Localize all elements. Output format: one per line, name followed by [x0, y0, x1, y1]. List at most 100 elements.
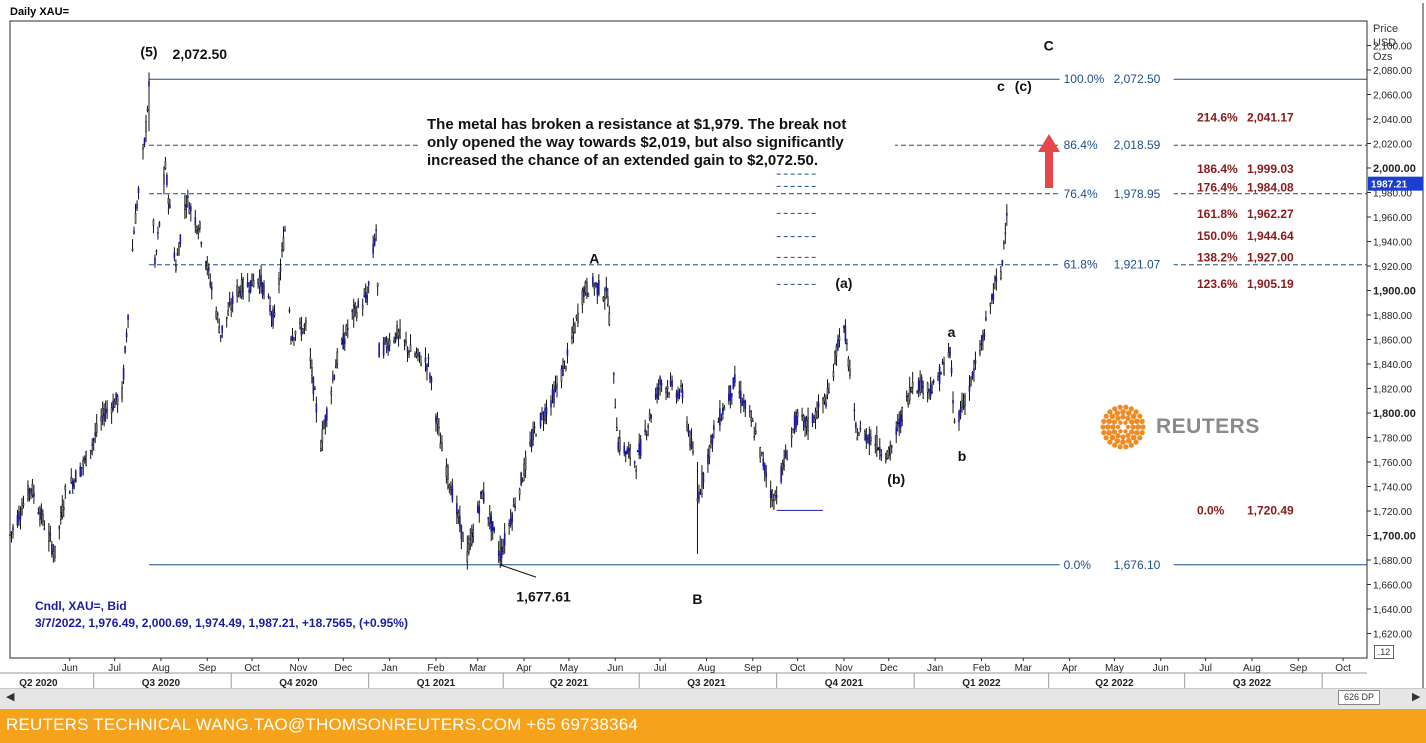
candle-body: [257, 279, 259, 284]
candle-body: [1000, 271, 1002, 279]
quarter-label: Q4 2020: [279, 678, 318, 689]
candle-body: [209, 281, 212, 286]
candle-body: [279, 267, 282, 273]
candle-body: [270, 314, 273, 318]
logo-dot: [1130, 434, 1137, 441]
scroll-left-icon[interactable]: ◀: [6, 691, 15, 703]
candle-body: [375, 229, 377, 232]
extension-value: 1,905.19: [1247, 277, 1294, 291]
candle-body: [793, 415, 796, 430]
quarter-label: Q2 2022: [1095, 678, 1134, 689]
candle-body: [943, 363, 945, 374]
month-label: Mar: [469, 663, 487, 674]
quarter-label: Q3 2020: [142, 678, 181, 689]
logo-dot: [1137, 435, 1143, 441]
candle-body: [357, 301, 360, 307]
candle-body: [532, 428, 534, 441]
y-tick-label: 1,620.00: [1373, 630, 1412, 641]
candle-body: [456, 503, 458, 515]
candle-body: [922, 386, 924, 395]
logo-dot: [1123, 404, 1129, 410]
candle-body: [125, 332, 128, 338]
scroll-strip[interactable]: [0, 688, 1426, 709]
logo-dot: [1101, 418, 1107, 424]
candle-body: [372, 244, 374, 254]
logo-dot: [1123, 444, 1129, 450]
candle-body: [175, 265, 177, 271]
candle-body: [550, 400, 552, 408]
candle-body: [420, 362, 422, 366]
candle-body: [731, 393, 733, 397]
fib-level-value: 1,921.07: [1114, 258, 1161, 272]
candle-body: [587, 292, 590, 297]
candle-body: [54, 545, 56, 559]
candle-body: [470, 532, 473, 545]
candle-body: [1001, 260, 1004, 266]
logo-dot: [1101, 430, 1107, 436]
candle-body: [299, 321, 301, 325]
candle-body: [650, 414, 652, 418]
logo-dot: [1118, 429, 1123, 434]
candle-body: [508, 523, 510, 527]
candle-body: [143, 138, 146, 146]
candle-body: [415, 352, 418, 357]
logo-dot: [1123, 429, 1128, 434]
candle-body: [196, 226, 198, 232]
candle-body: [760, 451, 763, 454]
candle-body: [971, 372, 974, 377]
candle-body: [698, 491, 700, 500]
candle-body: [823, 396, 826, 402]
quarter-label: Q1 2021: [417, 678, 456, 689]
candle-body: [124, 346, 126, 353]
candle-body: [63, 507, 65, 510]
candle-body: [269, 304, 271, 313]
candle-body: [615, 427, 618, 431]
candle-body: [931, 391, 933, 394]
candle-body: [22, 502, 25, 506]
candle-body: [71, 480, 74, 489]
candle-body: [928, 388, 930, 391]
candle-body: [598, 280, 600, 295]
candle-body: [970, 376, 972, 385]
logo-dot: [1129, 419, 1135, 425]
candle-body: [958, 411, 960, 423]
candle-body: [326, 408, 328, 421]
candle-body: [137, 188, 140, 193]
candle-body: [166, 175, 168, 185]
candle-body: [742, 400, 745, 403]
candle-body: [780, 466, 782, 483]
candle-body: [804, 417, 806, 428]
candle-body: [355, 311, 358, 318]
candle-body: [281, 249, 283, 252]
candle-body: [367, 281, 370, 286]
candle-body: [146, 108, 149, 111]
candle-body: [896, 422, 899, 425]
candle-body: [687, 428, 690, 434]
candle-body: [686, 421, 688, 428]
candle-body: [551, 389, 554, 396]
candle-body: [429, 374, 431, 379]
zoom-indicator[interactable]: 626 DP: [1338, 690, 1380, 705]
candle-body: [802, 415, 805, 422]
candle-body: [408, 351, 410, 355]
candle-body: [959, 408, 962, 417]
candle-body: [12, 526, 14, 531]
candle-body: [916, 391, 918, 393]
candle-body: [79, 466, 82, 477]
candle-body: [60, 512, 62, 520]
candle-body: [554, 385, 557, 391]
month-label: Oct: [244, 663, 260, 674]
candle-body: [112, 400, 114, 411]
candle-body: [544, 408, 546, 421]
scroll-right-icon[interactable]: ▶: [1412, 691, 1421, 703]
logo-dot: [1140, 424, 1146, 430]
candle-body: [796, 411, 799, 418]
price-scale-box[interactable]: .12: [1374, 645, 1394, 659]
candle-body: [207, 266, 210, 272]
candle-body: [844, 325, 847, 342]
logo-dot: [1130, 413, 1137, 420]
candle-body: [932, 380, 935, 383]
fib-label-bg: [1059, 256, 1174, 272]
reuters-dots-icon: [1100, 404, 1146, 450]
month-label: Apr: [516, 663, 532, 674]
